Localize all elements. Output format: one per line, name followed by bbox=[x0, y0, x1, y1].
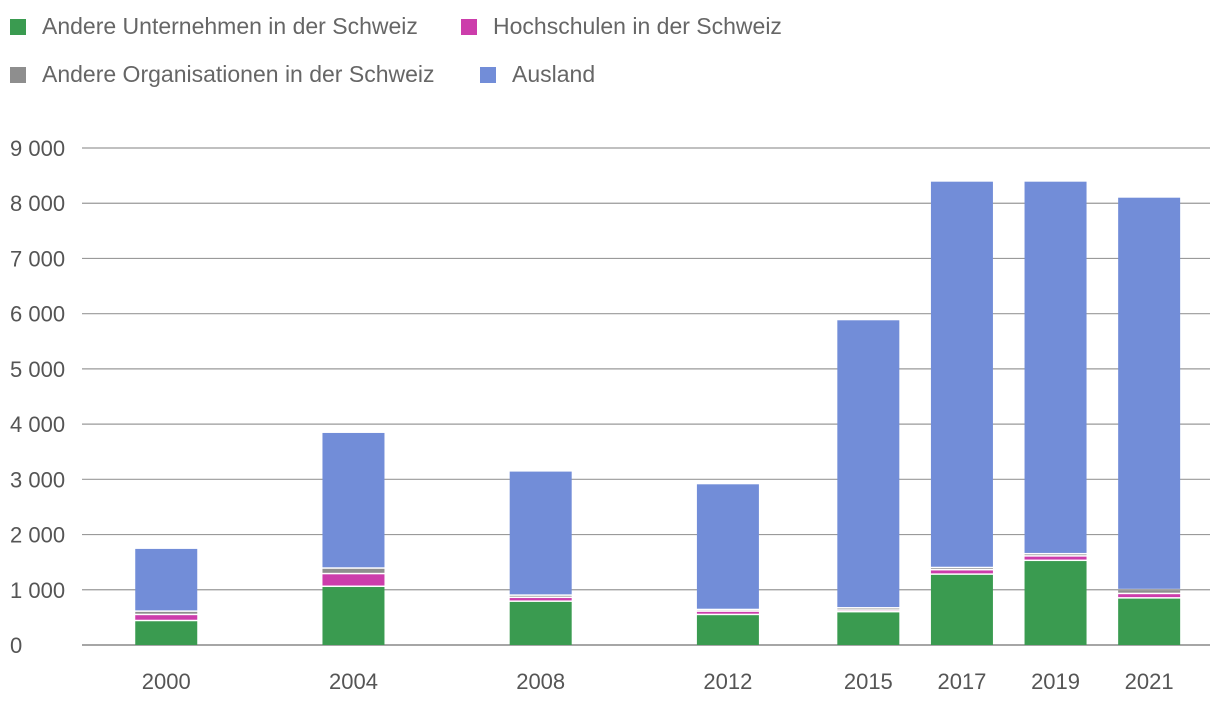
bar-segment-2004-series-1[interactable] bbox=[322, 574, 385, 586]
y-tick-label: 1 000 bbox=[10, 578, 65, 603]
legend-swatch-andere-unternehmen bbox=[10, 18, 26, 35]
legend-swatch-hochschulen bbox=[461, 18, 477, 35]
bar-segment-2000-series-2[interactable] bbox=[135, 611, 198, 614]
bar-segment-2000-series-1[interactable] bbox=[135, 615, 198, 620]
x-tick-label: 2012 bbox=[703, 669, 752, 694]
bar-segment-2019-series-2[interactable] bbox=[1024, 554, 1087, 556]
gridlines bbox=[82, 147, 1210, 646]
bar-segment-2004-series-3[interactable] bbox=[322, 432, 385, 568]
bar-group-2012 bbox=[696, 484, 759, 645]
y-tick-label: 8 000 bbox=[10, 191, 65, 216]
x-tick-label: 2008 bbox=[516, 669, 565, 694]
bar-segment-2017-series-2[interactable] bbox=[930, 568, 993, 569]
legend: Andere Unternehmen in der Schweiz Hochsc… bbox=[0, 0, 1220, 110]
bar-segment-2015-series-3[interactable] bbox=[837, 320, 900, 608]
x-axis-tick-labels: 2000 2004 2008 2012 2015 2017 2019 2021 bbox=[142, 669, 1174, 694]
bar-group-2019 bbox=[1024, 181, 1087, 645]
legend-item-ausland[interactable]: Ausland bbox=[480, 61, 595, 88]
y-tick-label: 9 000 bbox=[10, 136, 65, 161]
bar-segment-2004-series-2[interactable] bbox=[322, 568, 385, 573]
bar-segment-2021-series-3[interactable] bbox=[1118, 197, 1181, 589]
bars bbox=[135, 181, 1181, 645]
bar-segment-2008-series-3[interactable] bbox=[509, 471, 572, 595]
bar-segment-2017-series-3[interactable] bbox=[930, 181, 993, 567]
y-tick-label: 6 000 bbox=[10, 302, 65, 327]
legend-item-hochschulen[interactable]: Hochschulen in der Schweiz bbox=[461, 13, 782, 40]
bar-segment-2021-series-0[interactable] bbox=[1118, 598, 1181, 645]
legend-label-ausland: Ausland bbox=[512, 61, 596, 87]
bar-group-2017 bbox=[930, 181, 993, 645]
bar-segment-2000-series-3[interactable] bbox=[135, 548, 198, 611]
bar-segment-2008-series-1[interactable] bbox=[509, 598, 572, 601]
legend-label-andere-unternehmen: Andere Unternehmen in der Schweiz bbox=[42, 13, 418, 39]
bar-segment-2021-series-2[interactable] bbox=[1118, 590, 1181, 593]
legend-label-andere-organisationen: Andere Organisationen in der Schweiz bbox=[42, 61, 435, 87]
bar-segment-2008-series-0[interactable] bbox=[509, 601, 572, 645]
bar-group-2000 bbox=[135, 548, 198, 645]
y-tick-label: 0 bbox=[10, 633, 22, 658]
bar-group-2021 bbox=[1118, 197, 1181, 645]
bar-group-2015 bbox=[837, 320, 900, 645]
bar-segment-2017-series-0[interactable] bbox=[930, 574, 993, 645]
y-tick-label: 2 000 bbox=[10, 523, 65, 548]
legend-label-hochschulen: Hochschulen in der Schweiz bbox=[493, 13, 782, 39]
x-tick-label: 2021 bbox=[1125, 669, 1174, 694]
bar-segment-2021-series-1[interactable] bbox=[1118, 594, 1181, 598]
bar-segment-2012-series-1[interactable] bbox=[696, 611, 759, 614]
bar-segment-2004-series-0[interactable] bbox=[322, 587, 385, 645]
y-tick-label: 3 000 bbox=[10, 467, 65, 492]
bar-segment-2012-series-0[interactable] bbox=[696, 615, 759, 645]
bar-segment-2019-series-0[interactable] bbox=[1024, 561, 1087, 645]
x-tick-label: 2017 bbox=[937, 669, 986, 694]
bar-segment-2015-series-0[interactable] bbox=[837, 612, 900, 645]
x-tick-label: 2019 bbox=[1031, 669, 1080, 694]
y-axis-tick-labels: 0 1 000 2 000 3 000 4 000 5 000 6 000 7 000 8 00… bbox=[10, 136, 65, 658]
y-tick-label: 4 000 bbox=[10, 412, 65, 437]
bar-segment-2012-series-3[interactable] bbox=[696, 484, 759, 609]
bar-group-2004 bbox=[322, 432, 385, 645]
x-tick-label: 2004 bbox=[329, 669, 378, 694]
y-tick-label: 5 000 bbox=[10, 357, 65, 382]
legend-swatch-ausland bbox=[480, 66, 496, 83]
bar-segment-2015-series-2[interactable] bbox=[837, 608, 900, 610]
legend-item-andere-organisationen[interactable]: Andere Organisationen in der Schweiz bbox=[10, 61, 435, 88]
bar-segment-2019-series-3[interactable] bbox=[1024, 181, 1087, 553]
legend-swatch-andere-organisationen bbox=[10, 66, 26, 83]
legend-item-andere-unternehmen[interactable]: Andere Unternehmen in der Schweiz bbox=[10, 13, 418, 40]
bar-segment-2000-series-0[interactable] bbox=[135, 621, 198, 645]
bar-segment-2008-series-2[interactable] bbox=[509, 595, 572, 597]
bar-segment-2017-series-1[interactable] bbox=[930, 570, 993, 574]
bar-segment-2019-series-1[interactable] bbox=[1024, 556, 1087, 560]
x-tick-label: 2015 bbox=[844, 669, 893, 694]
x-tick-label: 2000 bbox=[142, 669, 191, 694]
y-tick-label: 7 000 bbox=[10, 246, 65, 271]
bar-group-2008 bbox=[509, 471, 572, 645]
